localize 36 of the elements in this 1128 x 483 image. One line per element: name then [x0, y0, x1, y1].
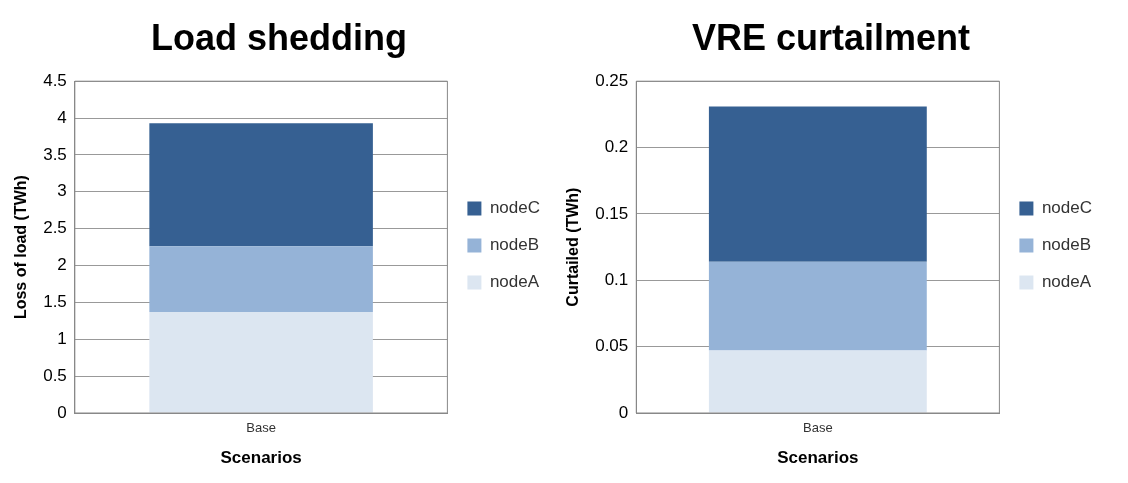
x-axis-title: Scenarios — [777, 448, 859, 468]
y-tick-label: 0.15 — [595, 203, 629, 223]
legend-label: nodeC — [1041, 198, 1093, 218]
y-tick-label: 2 — [57, 255, 67, 275]
y-tick-label: 0.05 — [595, 336, 629, 356]
y-tick-label: 2.5 — [43, 218, 67, 238]
bar — [149, 246, 373, 312]
x-tick-label: Base — [803, 420, 833, 436]
legend-label: nodeA — [489, 272, 540, 292]
y-tick-label: 0 — [57, 402, 67, 422]
legend-label: nodeA — [1041, 272, 1092, 292]
y-tick-label: 0.2 — [604, 137, 629, 157]
bar — [708, 106, 927, 262]
legend-label: nodeB — [1041, 235, 1092, 255]
y-tick-label: 1 — [57, 328, 67, 348]
y-tick-label: 0.1 — [604, 269, 629, 289]
y-axis-title: Curtailed (TWh) — [564, 187, 582, 307]
y-tick-label: 3.5 — [43, 144, 67, 164]
y-tick-label: 0.25 — [595, 70, 629, 90]
bar — [149, 311, 373, 413]
x-tick-label: Base — [246, 420, 276, 436]
y-tick-label: 3 — [57, 181, 67, 201]
y-tick-label: 1.5 — [43, 292, 67, 312]
y-tick-label: 0.5 — [43, 365, 67, 385]
y-tick-label: 0 — [618, 402, 629, 422]
y-axis-title: Loss of load (TWh) — [12, 175, 30, 320]
bar — [149, 123, 373, 247]
bar — [708, 350, 927, 413]
legend-label: nodeC — [489, 198, 541, 218]
bar — [708, 261, 927, 351]
chart-title: VRE curtailment — [691, 16, 971, 58]
y-tick-label: 4 — [57, 107, 67, 127]
legend-label: nodeB — [489, 235, 540, 255]
y-tick-label: 4.5 — [43, 70, 67, 90]
x-axis-title: Scenarios — [220, 448, 302, 468]
chart-title: Load shedding — [151, 16, 407, 58]
